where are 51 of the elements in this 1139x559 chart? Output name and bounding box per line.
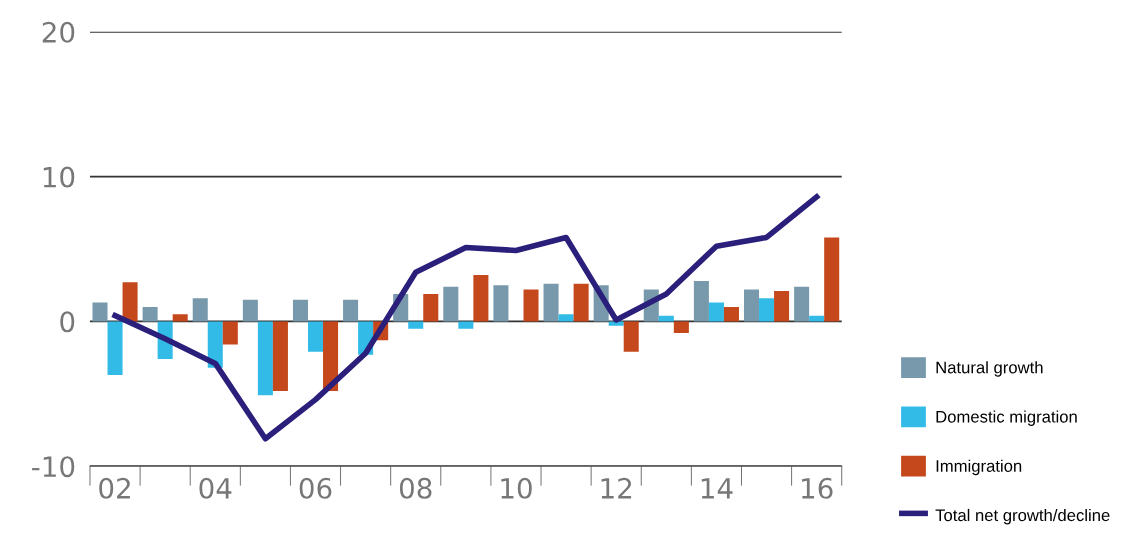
- bar: [723, 306, 739, 322]
- bar: [122, 282, 138, 322]
- bar: [743, 289, 760, 322]
- x-tick-label: 10: [501, 477, 532, 499]
- bar: [458, 321, 474, 329]
- bar: [623, 321, 639, 352]
- bar: [543, 283, 559, 322]
- bar: [708, 302, 724, 322]
- x-tick-label: 04: [199, 477, 232, 499]
- x-tick-label: 12: [601, 477, 632, 499]
- y-tick-label: 0: [60, 311, 75, 333]
- bar: [759, 298, 775, 322]
- bar: [443, 286, 459, 322]
- y-tick-label: 10: [43, 166, 75, 188]
- bar: [408, 321, 424, 329]
- y-tick-label: -10: [32, 456, 75, 478]
- bar: [192, 298, 208, 322]
- bar: [608, 321, 624, 326]
- bar: [523, 289, 539, 322]
- bar: [242, 299, 258, 322]
- bar: [323, 321, 339, 391]
- bar: [573, 283, 589, 322]
- bar: [222, 321, 238, 345]
- bar: [343, 299, 359, 322]
- x-tick-label: 14: [701, 478, 733, 499]
- legend-label: Total net growth/decline: [935, 508, 1110, 525]
- bar: [172, 314, 188, 322]
- bar: [794, 286, 810, 322]
- x-tick-label: 08: [399, 477, 432, 499]
- bar: [774, 291, 790, 322]
- legend-label: Natural growth: [936, 361, 1043, 377]
- bar: [292, 299, 308, 322]
- legend-label: Immigration: [936, 459, 1022, 476]
- bar: [92, 302, 108, 322]
- bar: [142, 306, 158, 322]
- bar: [473, 275, 489, 322]
- bar: [673, 321, 689, 334]
- bar: [693, 280, 709, 322]
- bar: [272, 321, 288, 391]
- x-tick-label: 16: [802, 477, 833, 499]
- bar: [107, 321, 123, 375]
- y-tick-label: 20: [42, 21, 75, 43]
- bar: [824, 237, 840, 322]
- bar: [493, 285, 509, 322]
- x-tick-label: 06: [299, 477, 332, 499]
- bar: [307, 321, 324, 352]
- bar: [257, 321, 273, 396]
- legend-label: Domestic migration: [936, 410, 1077, 426]
- x-tick-label: 02: [99, 477, 130, 499]
- bar: [558, 314, 574, 322]
- bar: [423, 293, 439, 322]
